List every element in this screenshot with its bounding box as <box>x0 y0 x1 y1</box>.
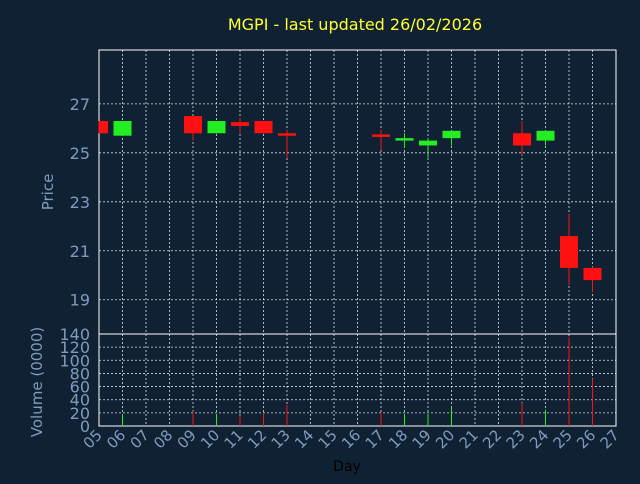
x-tick-label: 25 <box>550 426 576 452</box>
volume-tick-label: 40 <box>70 391 90 410</box>
x-tick-label: 17 <box>362 426 388 452</box>
candle-body <box>254 121 273 134</box>
volume-tick-label: 100 <box>59 351 90 370</box>
price-tick-label: 27 <box>70 95 90 114</box>
candle-body <box>113 121 132 136</box>
x-tick-label: 12 <box>244 426 270 452</box>
x-tick-label: 16 <box>338 426 364 452</box>
x-tick-label: 19 <box>409 426 435 452</box>
price-panel: 19 21 23 25 27 Price <box>39 49 617 335</box>
x-tick-label: 10 <box>197 426 223 452</box>
x-tick-label: 08 <box>150 426 176 452</box>
x-tick-label: 11 <box>221 426 247 452</box>
x-tick-label: 06 <box>103 426 129 452</box>
candle-body <box>99 121 108 134</box>
candle-body <box>513 133 531 146</box>
candle-body <box>442 130 461 139</box>
x-tick-label: 15 <box>315 426 341 452</box>
x-tick-label: 24 <box>526 426 552 452</box>
candle-body <box>372 134 390 137</box>
x-tick-label: 26 <box>573 426 599 452</box>
x-tick-label: 09 <box>174 426 200 452</box>
volume-tick-label: 0 <box>80 417 90 436</box>
candle-body <box>184 116 202 134</box>
x-tick-label: 14 <box>291 426 317 452</box>
price-tick-label: 23 <box>70 193 90 212</box>
price-tick-label: 25 <box>70 144 90 163</box>
volume-tick-label: 80 <box>70 364 90 383</box>
candle-body <box>395 138 414 141</box>
chart-title: MGPI - last updated 26/02/2026 <box>228 15 482 34</box>
volume-tick-label: 140 <box>59 325 90 344</box>
volume-tick-label: 20 <box>70 404 90 423</box>
price-tick-label: 21 <box>70 242 90 261</box>
x-tick-label: 07 <box>127 426 153 452</box>
volume-tick-label: 60 <box>70 378 90 397</box>
candle-body <box>207 121 226 134</box>
x-tick-label: 20 <box>432 426 458 452</box>
volume-tick-label: 120 <box>59 338 90 357</box>
x-tick-label: 23 <box>503 426 529 452</box>
candle-body <box>231 122 249 126</box>
x-tick-label: 13 <box>268 426 294 452</box>
x-tick-label: 27 <box>597 426 623 452</box>
candle-body <box>583 267 602 281</box>
volume-axis-label: Volume (0000) <box>28 327 46 437</box>
candle-body <box>278 133 296 136</box>
candle-body <box>536 130 555 141</box>
candle-body <box>560 236 578 268</box>
x-tick-label: 21 <box>456 426 482 452</box>
volume-plot-frame <box>98 333 617 427</box>
price-axis-label: Price <box>39 174 57 211</box>
candle-body <box>419 140 437 146</box>
price-tick-label: 19 <box>70 291 90 310</box>
x-tick-label: 18 <box>385 426 411 452</box>
x-axis-label: Day <box>333 459 361 475</box>
x-tick-label: 22 <box>479 426 505 452</box>
